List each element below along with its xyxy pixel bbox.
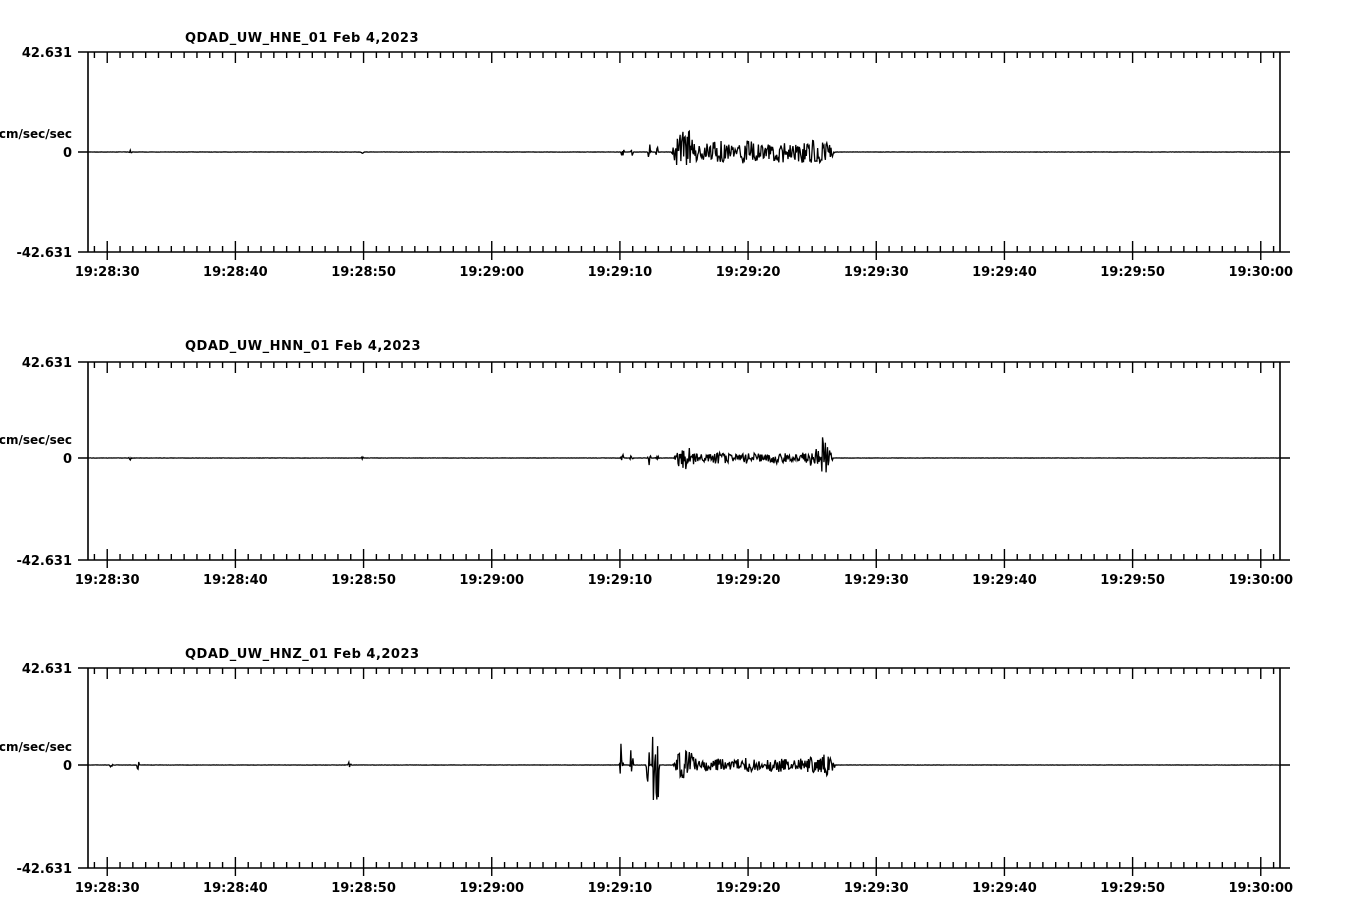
panel-title-hne: QDAD_UW_HNE_01 Feb 4,2023 <box>185 31 419 46</box>
waveform-trace-hnz <box>87 736 1280 801</box>
x-axis-ticks-hnn <box>93 362 1275 568</box>
x-tick-label-hne-9: 19:30:00 <box>1228 265 1293 280</box>
x-tick-label-hnn-1: 19:28:40 <box>203 573 268 588</box>
x-tick-label-hne-8: 19:29:50 <box>1100 265 1165 280</box>
x-tick-label-hnz-2: 19:28:50 <box>331 881 396 896</box>
x-tick-label-hnn-4: 19:29:10 <box>588 573 653 588</box>
x-tick-label-hnn-7: 19:29:40 <box>972 573 1037 588</box>
x-tick-label-hnn-3: 19:29:00 <box>459 573 524 588</box>
x-tick-label-hnz-9: 19:30:00 <box>1228 881 1293 896</box>
x-tick-label-hne-6: 19:29:30 <box>844 265 909 280</box>
x-tick-label-hnn-0: 19:28:30 <box>75 573 140 588</box>
x-axis-ticks-hne <box>93 52 1275 260</box>
x-tick-label-hne-1: 19:28:40 <box>203 265 268 280</box>
x-tick-label-hnz-5: 19:29:20 <box>716 881 781 896</box>
x-tick-label-hne-0: 19:28:30 <box>75 265 140 280</box>
y-max-label-hne: 42.631 <box>22 46 72 61</box>
x-tick-label-hnz-1: 19:28:40 <box>203 881 268 896</box>
x-tick-label-hnn-8: 19:29:50 <box>1100 573 1165 588</box>
y-zero-label-hne: 0 <box>63 146 72 161</box>
y-axis-ticks-hne <box>78 51 1290 253</box>
y-max-label-hnn: 42.631 <box>22 356 72 371</box>
x-tick-label-hne-2: 19:28:50 <box>331 265 396 280</box>
y-unit-label-hnz: cm/sec/sec <box>0 740 72 754</box>
x-tick-label-hnn-2: 19:28:50 <box>331 573 396 588</box>
x-tick-label-hne-3: 19:29:00 <box>459 265 524 280</box>
y-axis-ticks-hnn <box>78 361 1290 561</box>
y-max-label-hnz: 42.631 <box>22 662 72 677</box>
x-tick-label-hne-7: 19:29:40 <box>972 265 1037 280</box>
plot-frame-hnz <box>87 667 1281 869</box>
y-axis-ticks-hnz <box>78 667 1290 869</box>
y-unit-label-hne: cm/sec/sec <box>0 127 72 141</box>
panel-title-hnz: QDAD_UW_HNZ_01 Feb 4,2023 <box>185 647 420 662</box>
x-tick-label-hnz-0: 19:28:30 <box>75 881 140 896</box>
panel-title-hnn: QDAD_UW_HNN_01 Feb 4,2023 <box>185 339 421 354</box>
x-tick-label-hnn-6: 19:29:30 <box>844 573 909 588</box>
y-zero-label-hnz: 0 <box>63 759 72 774</box>
x-tick-label-hnz-8: 19:29:50 <box>1100 881 1165 896</box>
y-unit-label-hnn: cm/sec/sec <box>0 433 72 447</box>
plot-frame-hnn <box>87 361 1281 561</box>
y-min-label-hne: -42.631 <box>16 246 72 261</box>
y-min-label-hnn: -42.631 <box>16 554 72 569</box>
x-tick-label-hnz-4: 19:29:10 <box>588 881 653 896</box>
plot-frame-hne <box>87 51 1281 253</box>
x-tick-label-hnz-6: 19:29:30 <box>844 881 909 896</box>
y-min-label-hnz: -42.631 <box>16 862 72 877</box>
x-axis-ticks-hnz <box>93 668 1275 876</box>
y-zero-label-hnn: 0 <box>63 452 72 467</box>
waveform-trace-hnn <box>87 437 1280 473</box>
x-tick-label-hne-4: 19:29:10 <box>588 265 653 280</box>
x-tick-label-hnz-3: 19:29:00 <box>459 881 524 896</box>
x-tick-label-hnz-7: 19:29:40 <box>972 881 1037 896</box>
x-tick-label-hnn-5: 19:29:20 <box>716 573 781 588</box>
x-tick-label-hne-5: 19:29:20 <box>716 265 781 280</box>
x-tick-label-hnn-9: 19:30:00 <box>1228 573 1293 588</box>
waveform-trace-hne <box>87 129 1280 166</box>
